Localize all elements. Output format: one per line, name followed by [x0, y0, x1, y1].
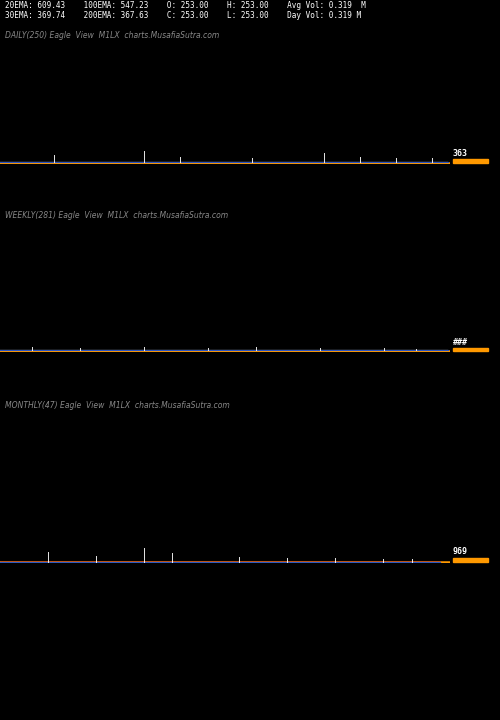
Bar — [452, 159, 488, 163]
Bar — [452, 348, 488, 351]
Text: MONTHLY(47) Eagle  View  M1LX  charts.MusafiaSutra.com: MONTHLY(47) Eagle View M1LX charts.Musaf… — [5, 400, 230, 410]
Text: 30EMA: 369.74    200EMA: 367.63    C: 253.00    L: 253.00    Day Vol: 0.319 M: 30EMA: 369.74 200EMA: 367.63 C: 253.00 L… — [5, 11, 361, 20]
Text: DAILY(250) Eagle  View  M1LX  charts.MusafiaSutra.com: DAILY(250) Eagle View M1LX charts.Musafi… — [5, 30, 219, 40]
Text: 969: 969 — [452, 546, 468, 556]
Text: 20EMA: 609.43    100EMA: 547.23    O: 253.00    H: 253.00    Avg Vol: 0.319  M: 20EMA: 609.43 100EMA: 547.23 O: 253.00 H… — [5, 1, 366, 10]
Text: 363: 363 — [452, 149, 468, 158]
Text: ###: ### — [452, 338, 468, 347]
Bar — [452, 557, 488, 562]
Text: WEEKLY(281) Eagle  View  M1LX  charts.MusafiaSutra.com: WEEKLY(281) Eagle View M1LX charts.Musaf… — [5, 210, 228, 220]
